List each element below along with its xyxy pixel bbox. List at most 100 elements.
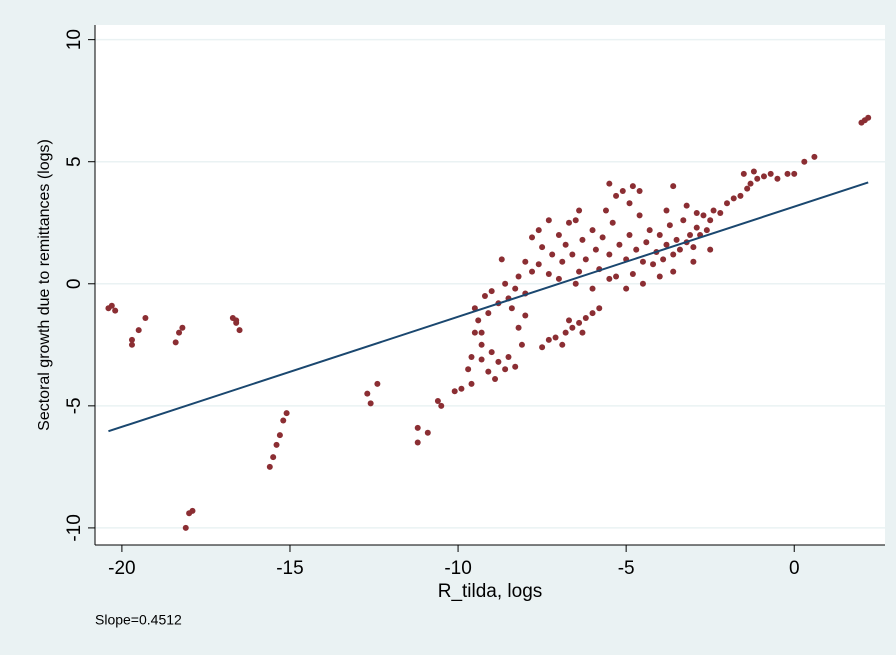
note: Slope=0.4512 bbox=[95, 612, 182, 628]
point bbox=[639, 258, 646, 265]
point bbox=[539, 244, 546, 251]
point bbox=[552, 334, 559, 341]
x-tick-label: -10 bbox=[444, 558, 471, 579]
point bbox=[438, 402, 445, 409]
point bbox=[670, 268, 677, 275]
point bbox=[774, 175, 781, 182]
point bbox=[471, 329, 478, 336]
point bbox=[522, 258, 529, 265]
x-tick-label: 0 bbox=[789, 558, 800, 579]
point bbox=[424, 429, 431, 436]
point bbox=[670, 251, 677, 258]
point bbox=[626, 231, 633, 238]
point bbox=[700, 212, 707, 219]
point bbox=[609, 219, 616, 226]
point bbox=[616, 241, 623, 248]
point bbox=[128, 336, 135, 343]
y-tick-label: 5 bbox=[64, 156, 85, 167]
point bbox=[582, 256, 589, 263]
point bbox=[176, 329, 183, 336]
point bbox=[502, 280, 509, 287]
point bbox=[562, 241, 569, 248]
point bbox=[572, 280, 579, 287]
point bbox=[515, 324, 522, 331]
point bbox=[602, 207, 609, 214]
point bbox=[747, 180, 754, 187]
point bbox=[579, 236, 586, 243]
point bbox=[646, 227, 653, 234]
point bbox=[481, 292, 488, 299]
point bbox=[555, 231, 562, 238]
point bbox=[737, 192, 744, 199]
point bbox=[502, 366, 509, 373]
point bbox=[414, 439, 421, 446]
point bbox=[374, 380, 381, 387]
point bbox=[549, 251, 556, 258]
point bbox=[475, 317, 482, 324]
point bbox=[182, 524, 189, 531]
point bbox=[693, 224, 700, 231]
point bbox=[233, 317, 240, 324]
point bbox=[596, 305, 603, 312]
point bbox=[606, 251, 613, 258]
point bbox=[767, 170, 774, 177]
point bbox=[518, 341, 525, 348]
point bbox=[488, 349, 495, 356]
point bbox=[606, 275, 613, 282]
point bbox=[179, 324, 186, 331]
point bbox=[112, 307, 119, 314]
point bbox=[579, 329, 586, 336]
point bbox=[629, 271, 636, 278]
point bbox=[535, 227, 542, 234]
point bbox=[589, 227, 596, 234]
point bbox=[172, 339, 179, 346]
point bbox=[478, 329, 485, 336]
point bbox=[512, 363, 519, 370]
point bbox=[498, 256, 505, 263]
point bbox=[690, 244, 697, 251]
point bbox=[562, 329, 569, 336]
point bbox=[512, 285, 519, 292]
point bbox=[613, 273, 620, 280]
point bbox=[478, 356, 485, 363]
point bbox=[676, 246, 683, 253]
point bbox=[492, 375, 499, 382]
point bbox=[744, 185, 751, 192]
point bbox=[458, 385, 465, 392]
point bbox=[710, 207, 717, 214]
point bbox=[485, 310, 492, 317]
point bbox=[545, 271, 552, 278]
point bbox=[707, 246, 714, 253]
point bbox=[522, 312, 529, 319]
y-tick-label: -10 bbox=[64, 514, 85, 541]
point bbox=[515, 273, 522, 280]
point bbox=[468, 380, 475, 387]
y-tick-label: 10 bbox=[64, 29, 85, 50]
fit-line bbox=[108, 181, 869, 433]
point bbox=[545, 336, 552, 343]
point bbox=[576, 319, 583, 326]
point bbox=[636, 212, 643, 219]
point bbox=[236, 327, 243, 334]
point bbox=[690, 258, 697, 265]
plot-area bbox=[95, 25, 885, 545]
point bbox=[108, 302, 115, 309]
point bbox=[508, 305, 515, 312]
point bbox=[599, 234, 606, 241]
point bbox=[465, 366, 472, 373]
point bbox=[619, 188, 626, 195]
point bbox=[663, 241, 670, 248]
point bbox=[142, 314, 149, 321]
point bbox=[633, 246, 640, 253]
point bbox=[801, 158, 808, 165]
point bbox=[555, 275, 562, 282]
point bbox=[276, 432, 283, 439]
point bbox=[364, 390, 371, 397]
x-axis-title: R_tilda, logs bbox=[438, 581, 543, 602]
point bbox=[693, 209, 700, 216]
point bbox=[791, 170, 798, 177]
point bbox=[740, 170, 747, 177]
point bbox=[569, 251, 576, 258]
x-tick-label: -20 bbox=[108, 558, 135, 579]
